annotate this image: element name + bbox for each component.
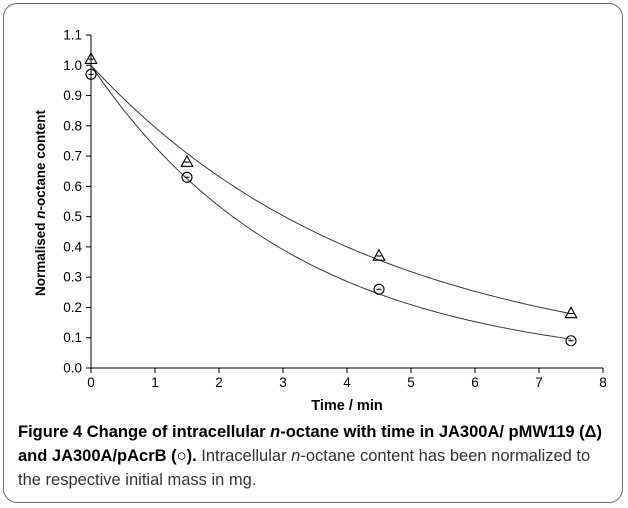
caption-title-italic: n <box>270 423 281 441</box>
caption-body-part: Intracellular <box>196 447 292 465</box>
caption-body-italic: n <box>291 447 301 465</box>
fit-curve-circle <box>90 64 572 340</box>
x-tick-label: 8 <box>599 375 607 390</box>
circle-marker <box>373 283 385 295</box>
x-tick-label: 6 <box>471 375 479 390</box>
circle-marker <box>565 335 577 347</box>
y-tick-label: 0.7 <box>63 149 82 164</box>
fit-curves <box>90 64 572 340</box>
x-tick-label: 7 <box>535 375 543 390</box>
y-tick-label: 0.6 <box>63 179 82 194</box>
x-tick-label: 4 <box>343 375 351 390</box>
y-tick-label: 0.3 <box>63 270 82 285</box>
caption-body-part: -octane content has been normalized to t… <box>18 447 591 489</box>
y-tick-label: 0.5 <box>63 209 82 224</box>
data-points <box>84 51 578 347</box>
triangle-marker <box>180 154 194 167</box>
x-tick-labels: 0 1 2 3 4 5 6 7 8 <box>87 375 607 390</box>
chart: 0.0 0.1 0.2 0.3 0.4 0.5 0.6 0.7 0.8 0.9 1.0 1.1 0 1 2… <box>33 28 607 415</box>
y-tick-label: 0.8 <box>63 118 82 133</box>
y-tick-label: 0.4 <box>63 239 82 254</box>
fit-curve-triangle <box>90 64 572 315</box>
y-tick-label: 0.9 <box>63 88 82 103</box>
triangle-marker <box>564 306 578 319</box>
y-axis-label: Normalised n-octane content <box>33 109 48 296</box>
circle-marker <box>85 68 97 80</box>
circle-marker <box>181 171 193 183</box>
caption-body: Intracellular n-octane content has been … <box>18 447 590 489</box>
x-tick-label: 1 <box>151 375 159 390</box>
y-tick-label: 0.1 <box>63 330 82 345</box>
x-tick-label: 0 <box>87 375 95 390</box>
caption-title: Figure 4 Change of intracellular n-octan… <box>18 423 602 465</box>
y-tick-labels: 0.0 0.1 0.2 0.3 0.4 0.5 0.6 0.7 0.8 0.9 1.0 1.1 <box>63 28 82 376</box>
y-tick-label: 0.0 <box>63 361 82 376</box>
triangle-marker <box>84 51 98 64</box>
y-axis-label-part: -octane content <box>33 109 48 210</box>
x-tick-label: 5 <box>407 375 415 390</box>
x-tick-label: 2 <box>215 375 223 390</box>
y-tick-label: 1.1 <box>63 28 82 43</box>
triangle-marker <box>372 248 386 261</box>
caption-title-part: Figure 4 Change of intracellular <box>18 423 271 441</box>
x-tick-label: 3 <box>279 375 287 390</box>
x-axis-label: Time / min <box>311 398 382 414</box>
y-tick-label: 0.2 <box>63 300 82 315</box>
y-axis-label-italic: n <box>33 210 48 218</box>
caption-title-part: -octane with time in JA300A/ pMW119 (Δ) … <box>18 423 602 465</box>
chart-axes <box>86 34 604 373</box>
y-tick-label: 1.0 <box>63 58 82 73</box>
figure-caption: Figure 4 Change of intracellular n-octan… <box>18 420 616 492</box>
y-axis-label-part: Normalised <box>33 219 48 296</box>
